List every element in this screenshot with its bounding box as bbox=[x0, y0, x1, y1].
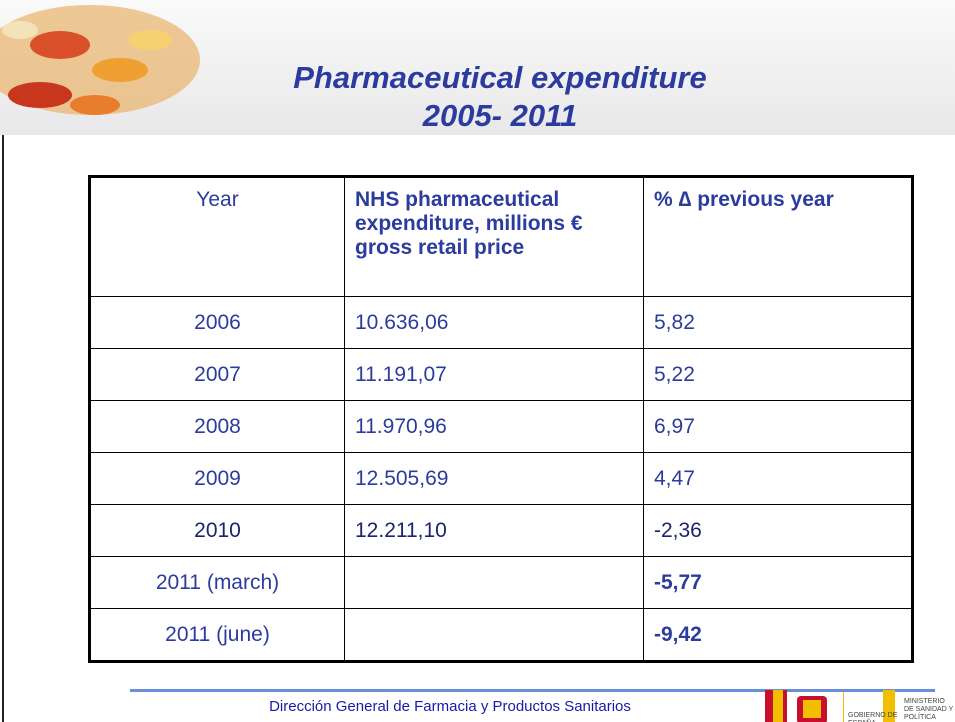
slide-border bbox=[2, 135, 4, 722]
table-cell: -2,36 bbox=[643, 504, 913, 557]
table-cell: 11.970,96 bbox=[344, 400, 644, 453]
table-cell: 11.191,07 bbox=[344, 348, 644, 401]
logo-emblem bbox=[765, 690, 895, 722]
table-cell: -5,77 bbox=[643, 556, 913, 609]
table-cell: 10.636,06 bbox=[344, 296, 644, 349]
header-cell: NHS pharmaceutical expenditure, millions… bbox=[344, 176, 644, 297]
table-cell: 2011 (june) bbox=[89, 608, 345, 662]
table-row: 2006 10.636,06 5,82 bbox=[89, 296, 913, 349]
table-cell: 2010 bbox=[89, 504, 345, 557]
table-cell: 12.211,10 bbox=[344, 504, 644, 557]
table-row: 2008 11.970,96 6,97 bbox=[89, 400, 913, 453]
table-cell bbox=[344, 556, 644, 609]
table-cell: 2007 bbox=[89, 348, 345, 401]
logo-text: GOBIERNO DE ESPAÑA bbox=[848, 712, 898, 722]
table-cell: -9,42 bbox=[643, 608, 913, 662]
table-row: 2011 (march) -5,77 bbox=[89, 556, 913, 609]
table-cell: 4,47 bbox=[643, 452, 913, 505]
table-cell: 5,22 bbox=[643, 348, 913, 401]
table-cell: 6,97 bbox=[643, 400, 913, 453]
table-row: 2007 11.191,07 5,22 bbox=[89, 348, 913, 401]
table-cell: 12.505,69 bbox=[344, 452, 644, 505]
header-cell: % ∆ previous year bbox=[643, 176, 913, 297]
header-row: Year NHS pharmaceutical expenditure, mill… bbox=[89, 176, 913, 297]
table-cell bbox=[344, 608, 644, 662]
table-row: 2010 12.211,10 -2,36 bbox=[89, 504, 913, 557]
table-cell: 2008 bbox=[89, 400, 345, 453]
pills-image bbox=[0, 5, 200, 115]
footer-rule bbox=[130, 689, 935, 692]
logo-text: MINISTERIO DE SANIDAD Y POLÍTICA SOCIAL bbox=[904, 698, 954, 721]
table-cell: 5,82 bbox=[643, 296, 913, 349]
table-row: 2011 (june) -9,42 bbox=[89, 608, 913, 662]
header-cell: Year bbox=[89, 176, 345, 297]
title-line: Pharmaceutical expenditure bbox=[293, 60, 707, 95]
data-table: Year NHS pharmaceutical expenditure, mill… bbox=[88, 175, 914, 663]
footer-text: Dirección General de Farmacia y Producto… bbox=[269, 698, 631, 715]
table-cell: 2006 bbox=[89, 296, 345, 349]
table-row: 2009 12.505,69 4,47 bbox=[89, 452, 913, 505]
title-line: 2005- 2011 bbox=[422, 98, 578, 133]
table-cell: 2009 bbox=[89, 452, 345, 505]
table-cell: 2011 (march) bbox=[89, 556, 345, 609]
